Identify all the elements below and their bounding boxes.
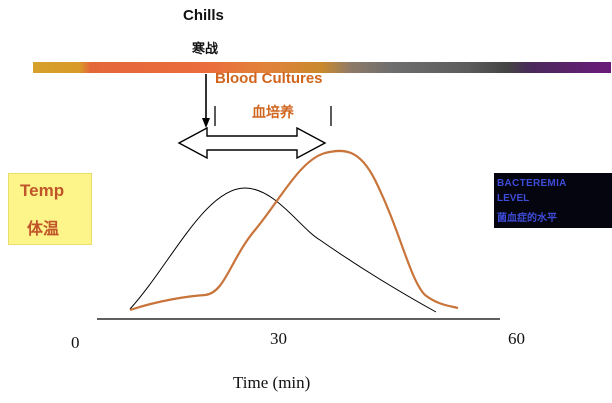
blood-cultures-label: Blood Cultures	[215, 70, 323, 87]
temperature-curve	[129, 187, 437, 313]
temp-legend-box	[8, 173, 92, 245]
x-tick-label: 0	[71, 333, 80, 352]
x-tick-label: 60	[508, 329, 525, 348]
x-axis-label: Time (min)	[233, 373, 311, 392]
bacteremia-label-line1: BACTEREMIA	[497, 178, 567, 189]
time-bar	[33, 62, 611, 73]
bacteremia-label-line2: LEVEL	[497, 193, 530, 204]
temp-label-cn: 体温	[27, 219, 60, 238]
chills-arrow-head	[202, 118, 210, 128]
bacteremia-label-cn: 菌血症的水平	[497, 213, 557, 224]
x-tick-label: 30	[270, 329, 287, 348]
blood-cultures-label-cn: 血培养	[252, 105, 294, 121]
bacteremia-legend-box	[494, 173, 612, 228]
chills-label: Chills	[183, 7, 224, 24]
temp-label: Temp	[20, 181, 65, 200]
chills-label-cn: 寒战	[192, 42, 219, 57]
bacteremia-curve	[129, 149, 459, 312]
blood-culture-window-arrow	[177, 126, 327, 160]
